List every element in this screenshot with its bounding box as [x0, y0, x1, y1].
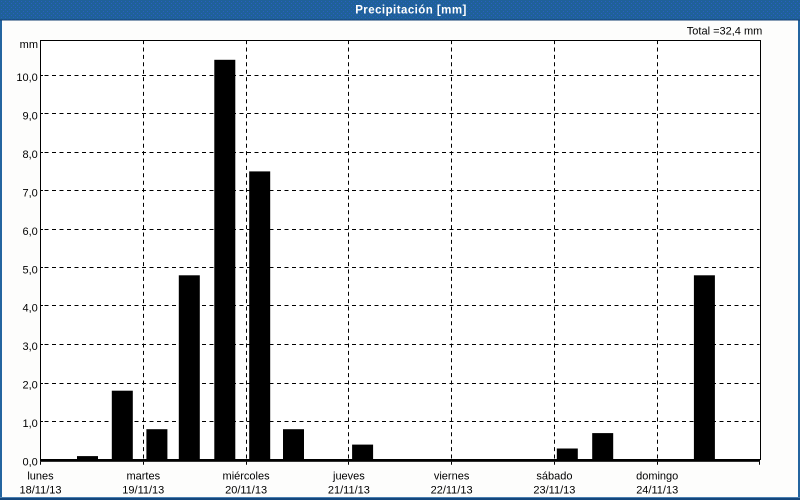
svg-text:Precipitación [mm]: Precipitación [mm] [355, 5, 467, 17]
svg-text:lunes: lunes [27, 471, 54, 483]
svg-text:mm: mm [20, 39, 38, 51]
svg-text:sábado: sábado [536, 471, 572, 483]
svg-text:miércoles: miércoles [223, 471, 271, 483]
svg-text:Total =32,4 mm: Total =32,4 mm [687, 26, 763, 38]
svg-text:4,0: 4,0 [23, 303, 38, 315]
svg-text:21/11/13: 21/11/13 [328, 485, 370, 497]
svg-text:10,0: 10,0 [16, 72, 37, 84]
svg-text:20/11/13: 20/11/13 [225, 485, 267, 497]
svg-text:5,0: 5,0 [23, 264, 38, 276]
svg-text:23/11/13: 23/11/13 [533, 485, 575, 497]
svg-text:18/11/13: 18/11/13 [19, 485, 61, 497]
svg-text:22/11/13: 22/11/13 [431, 485, 473, 497]
svg-text:domingo: domingo [636, 471, 678, 483]
svg-text:7,0: 7,0 [23, 187, 38, 199]
svg-text:24/11/13: 24/11/13 [636, 485, 678, 497]
svg-text:3,0: 3,0 [23, 341, 38, 353]
svg-text:jueves: jueves [332, 471, 365, 483]
svg-text:martes: martes [126, 471, 160, 483]
svg-text:1,0: 1,0 [23, 418, 38, 430]
svg-text:6,0: 6,0 [23, 226, 38, 238]
svg-text:0,0: 0,0 [23, 457, 38, 469]
svg-text:8,0: 8,0 [23, 149, 38, 161]
svg-text:19/11/13: 19/11/13 [122, 485, 164, 497]
svg-text:viernes: viernes [434, 471, 470, 483]
svg-text:2,0: 2,0 [23, 380, 38, 392]
svg-text:9,0: 9,0 [23, 110, 38, 122]
